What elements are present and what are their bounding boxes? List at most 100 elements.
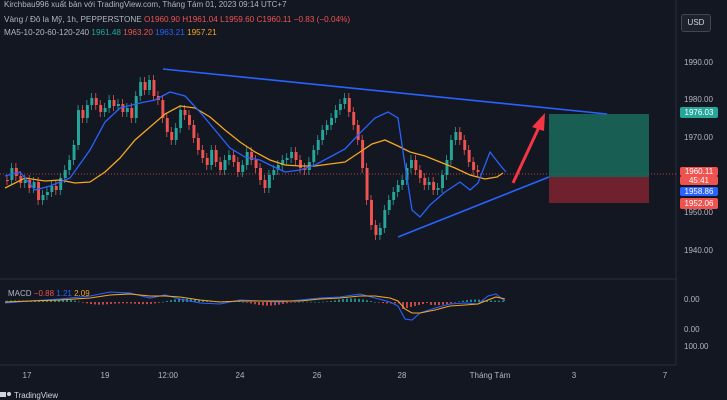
macd-histogram-bar	[150, 302, 152, 304]
candle-body	[174, 128, 178, 140]
candle-body	[352, 112, 356, 125]
macd-histogram-bar	[442, 302, 444, 305]
candle-body	[259, 168, 262, 180]
symbol-legend: Vàng / Đô la Mỹ, 1h, PEPPERSTONE O1960.9…	[4, 15, 350, 24]
macd-histogram-bar	[166, 300, 168, 302]
candle-body	[374, 225, 378, 235]
candle-body	[414, 160, 418, 170]
price-tick-label: 1940.00	[684, 246, 713, 255]
candle-body	[467, 150, 471, 162]
ma-price-tag: 1958.86	[680, 187, 718, 196]
time-axis[interactable]: 17 19 12:00 24 26 28 Tháng Tám 3 7	[23, 371, 668, 380]
macd-histogram-bar	[122, 302, 124, 304]
macd-histogram-bar	[322, 301, 324, 303]
footer-brand-text: TradingView	[14, 391, 59, 400]
ohlc-low: L1959.60	[220, 15, 255, 24]
macd-histogram-bar	[486, 300, 488, 302]
position-target-zone[interactable]	[549, 114, 649, 177]
candle-body	[72, 145, 76, 160]
macd-histogram-bar	[194, 299, 196, 302]
candle-body	[165, 118, 169, 132]
price-tick-label: 1950.00	[684, 208, 713, 217]
ohlc-high: H1961.04	[182, 15, 218, 24]
macd-histogram-bar	[314, 301, 316, 303]
ma-value-3: 1963.21	[155, 28, 185, 37]
candle-body	[81, 110, 85, 118]
macd-histogram-bar	[278, 302, 280, 305]
candle-body	[161, 100, 165, 118]
macd-histogram-bar	[106, 302, 108, 305]
forecast-arrow[interactable]	[511, 124, 542, 184]
macd-histogram-bar	[274, 302, 276, 306]
candle-body	[325, 125, 329, 130]
macd-histogram-bar	[242, 301, 244, 303]
candle-body	[125, 108, 129, 112]
candle-body	[134, 96, 138, 118]
macd-histogram-bar	[182, 298, 184, 302]
macd-histogram-bar	[110, 302, 112, 304]
candle-body	[77, 110, 80, 145]
macd-tick-label: 0.00	[684, 295, 700, 304]
macd-histogram-bar	[470, 299, 472, 302]
last-price-tag: 1960.11	[680, 167, 718, 176]
macd-histogram-bar	[258, 302, 260, 305]
macd-histogram-bar	[90, 302, 92, 305]
ohlc-change: −0.83 (−0.04%)	[293, 15, 351, 24]
macd-axis[interactable]: 0.00 0.00 100.00	[684, 295, 709, 351]
candle-body	[254, 160, 258, 168]
macd-histogram-bar	[270, 302, 272, 306]
candle-body	[370, 200, 373, 225]
ma-blue-line	[4, 91, 507, 218]
candle-body	[267, 175, 271, 188]
macd-histogram-bar	[250, 302, 252, 304]
candle-body	[236, 162, 240, 172]
candle-body	[188, 115, 191, 125]
macd-histogram-bar	[254, 302, 256, 305]
candle-body	[294, 152, 298, 160]
candle-body	[250, 152, 254, 160]
candle-body	[334, 110, 338, 118]
candle-body	[210, 150, 214, 165]
macd-histogram-bar	[458, 301, 460, 303]
macd-histogram-bar	[262, 302, 264, 306]
candle-body	[338, 104, 342, 110]
forecast-arrowhead	[532, 113, 545, 131]
candle-body	[41, 195, 45, 200]
footer-brand[interactable]: TradingView	[4, 391, 58, 400]
candle-body	[45, 192, 49, 195]
macd-histogram-bar	[94, 302, 96, 305]
candle-body	[312, 150, 316, 162]
candle-body	[179, 110, 183, 128]
ma-label[interactable]: MA5-10-20-60-120-240	[4, 28, 90, 37]
macd-histogram-bar	[414, 302, 416, 306]
candle-body	[272, 170, 276, 175]
tradingview-logo-icon	[0, 392, 11, 397]
macd-histogram-bar	[366, 300, 368, 302]
candle-body	[130, 108, 134, 118]
macd-histogram-bar	[430, 302, 432, 305]
symbol-title[interactable]: Vàng / Đô la Mỹ, 1h, PEPPERSTONE	[4, 15, 142, 24]
macd-histogram-bar	[450, 302, 452, 304]
macd-histogram-bar	[394, 302, 396, 304]
price-tick-label: 1980.00	[684, 95, 713, 104]
currency-button[interactable]: USD	[681, 14, 711, 32]
macd-histogram-bar	[298, 301, 300, 303]
macd-histogram-bar	[402, 302, 404, 309]
upper-trendline[interactable]	[162, 68, 608, 115]
macd-histogram-bar	[406, 302, 408, 308]
position-stop-zone[interactable]	[549, 177, 649, 203]
lower-trendline[interactable]	[397, 176, 550, 238]
candle-body	[427, 182, 431, 185]
macd-title[interactable]: MACD	[8, 289, 32, 298]
time-tick-label: 19	[101, 371, 110, 380]
macd-histogram-bar	[326, 301, 328, 303]
price-axis[interactable]: 1990.001980.001970.001960.001950.001940.…	[684, 58, 713, 255]
macd-histogram-bar	[434, 302, 436, 306]
candle-body	[476, 170, 480, 172]
candle-body	[148, 80, 151, 90]
macd-histogram-bar	[474, 299, 476, 302]
candle-body	[196, 138, 200, 150]
macd-histogram-bar	[294, 302, 296, 303]
candle-body	[436, 188, 440, 190]
